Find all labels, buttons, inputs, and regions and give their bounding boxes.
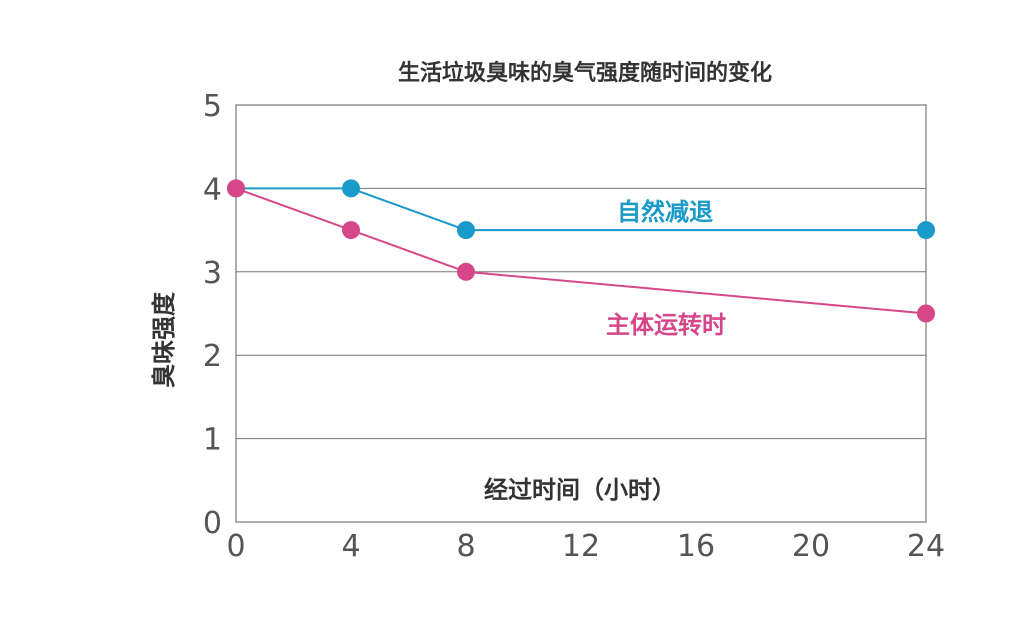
y-tick-label: 0: [203, 506, 222, 541]
series-layer: [227, 179, 935, 323]
x-tick-label: 0: [226, 529, 245, 564]
y-tick-label: 4: [203, 172, 222, 207]
series-line: [236, 187, 926, 232]
series-line: [235, 187, 927, 315]
x-tick-label: 20: [792, 529, 830, 564]
x-tick-label: 4: [341, 529, 360, 564]
data-point: [342, 221, 360, 240]
x-tick-label: 8: [456, 529, 475, 564]
data-point: [342, 179, 360, 198]
series-label-natural-decay: 自然减退: [617, 198, 713, 226]
x-tick-label: 24: [907, 529, 945, 564]
data-point: [227, 179, 245, 198]
chart-title: 生活垃圾臭味的臭气强度随时间的变化: [398, 60, 772, 86]
series-label-main-operation: 主体运转时: [606, 311, 726, 339]
y-tick-label: 5: [203, 89, 222, 124]
data-point: [917, 221, 935, 240]
y-tick-label: 3: [203, 256, 222, 291]
plot-area-frame: [235, 104, 927, 523]
series-1: [227, 179, 935, 323]
x-tick-label: 12: [562, 529, 600, 564]
data-point: [457, 221, 475, 240]
x-tick-label: 16: [677, 529, 715, 564]
y-axis-label: 臭味强度: [150, 291, 178, 388]
data-point: [457, 262, 475, 281]
x-axis-label: 经过时间（小时）: [484, 476, 676, 504]
data-point: [917, 304, 935, 323]
y-tick-label: 2: [203, 339, 222, 374]
y-tick-label: 1: [203, 423, 222, 458]
